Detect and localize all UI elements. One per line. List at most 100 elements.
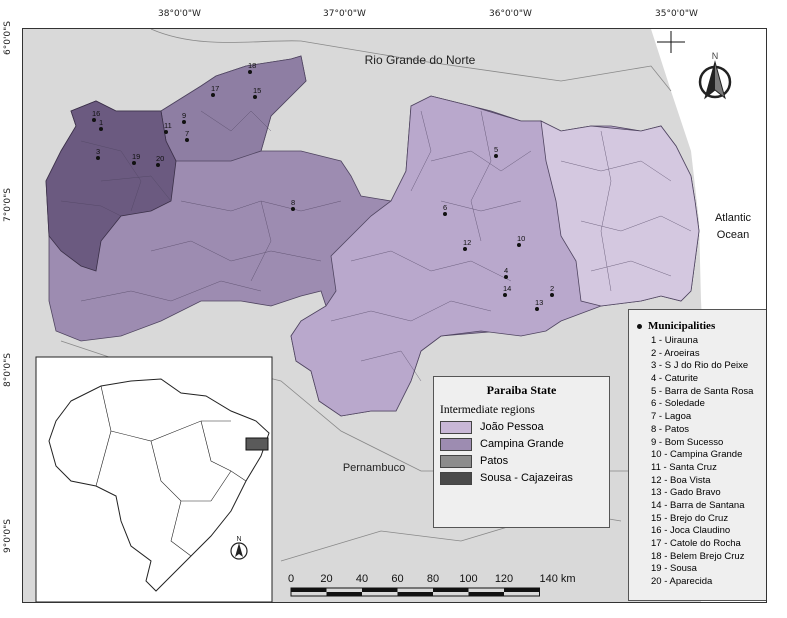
lon-label-37: 37°0'0"W xyxy=(323,9,366,19)
municipality-item: 3 - S J do Rio do Peixe xyxy=(651,360,749,372)
scale-tick-label: 0 xyxy=(288,573,294,585)
north-arrow-icon xyxy=(698,60,732,100)
municipality-item: 16 - Joca Claudino xyxy=(651,525,731,537)
municipality-point-label: 7 xyxy=(185,129,189,138)
municipality-point-label: 2 xyxy=(550,284,554,293)
region-patos xyxy=(160,55,307,162)
map-canvas: N N Rio Grande do Norte Pernambuco Atlan… xyxy=(35,29,766,602)
legend-item-joao-pessoa: João Pessoa xyxy=(440,420,609,434)
state-border-rn xyxy=(150,29,672,92)
municipality-item: 10 - Campina Grande xyxy=(651,449,743,461)
municipality-point-label: 16 xyxy=(92,109,100,118)
municipality-item: 6 - Soledade xyxy=(651,398,705,410)
label-rio-grande-do-norte: Rio Grande do Norte xyxy=(365,53,476,67)
lat-label-8: 8°0'0"S xyxy=(3,352,13,387)
legend-label: Campina Grande xyxy=(480,438,564,450)
municipality-point xyxy=(503,293,507,297)
scale-segment xyxy=(433,588,469,592)
municipality-point xyxy=(211,93,215,97)
municipality-point-label: 4 xyxy=(504,266,508,275)
municipality-point-label: 8 xyxy=(291,198,295,207)
municipality-point xyxy=(463,247,467,251)
municipality-point xyxy=(182,120,186,124)
graticule-cross xyxy=(657,31,685,53)
municipality-point xyxy=(504,275,508,279)
scale-tick-label: 140 km xyxy=(540,573,576,585)
municipality-item: 15 - Brejo do Cruz xyxy=(651,512,729,524)
legend-label: Patos xyxy=(480,455,509,467)
municipality-item: 2 - Aroeiras xyxy=(651,347,700,359)
municipality-point-label: 10 xyxy=(517,234,525,243)
municipality-item: 19 - Sousa xyxy=(651,563,697,575)
municipality-point xyxy=(443,212,447,216)
scale-bar: 0 20 40 60 80 100 120 140 km xyxy=(288,573,576,597)
scale-tick-label: 100 xyxy=(459,573,477,585)
municipality-point xyxy=(99,127,103,131)
municipalities-title: Municipalities xyxy=(637,320,766,332)
municipalities-title-text: Municipalities xyxy=(648,320,716,332)
inset-north-arrow-icon xyxy=(230,542,248,560)
scale-segment xyxy=(468,592,504,596)
lat-label-6: 6°0'0"S xyxy=(3,20,13,55)
lat-label-9: 9°0'0"S xyxy=(3,518,13,553)
scale-tick-label: 20 xyxy=(320,573,332,585)
municipalities-list: 1 - Uirauna 2 - Aroeiras 3 - S J do Rio do… xyxy=(629,335,766,589)
legend-swatch xyxy=(440,471,472,485)
scale-segment xyxy=(397,592,433,596)
scale-tick-label: 40 xyxy=(356,573,368,585)
municipality-point-label: 13 xyxy=(535,298,543,307)
municipality-point-label: 9 xyxy=(182,111,186,120)
municipality-point xyxy=(291,207,295,211)
municipality-item: 14 - Barra de Santana xyxy=(651,499,745,511)
municipality-point-label: 11 xyxy=(164,121,172,130)
municipality-item: 17 - Catole do Rocha xyxy=(651,538,741,549)
municipality-item: 4 - Caturite xyxy=(651,373,698,385)
municipality-point xyxy=(517,243,521,247)
legend-item-patos: Patos xyxy=(440,454,609,468)
municipality-item: 13 - Gado Bravo xyxy=(651,487,721,499)
lon-label-38: 38°0'0"W xyxy=(158,9,201,19)
municipality-point xyxy=(494,154,498,158)
legend-label: João Pessoa xyxy=(480,421,544,433)
municipality-item: 9 - Bom Sucesso xyxy=(651,436,724,448)
scale-segment xyxy=(326,592,362,596)
legend-title: Paraiba State xyxy=(486,383,557,397)
municipality-item: 7 - Lagoa xyxy=(651,411,692,423)
inset-highlight-paraiba xyxy=(245,437,269,451)
municipality-item: 5 - Barra de Santa Rosa xyxy=(651,385,754,397)
scale-tick-label: 120 xyxy=(495,573,513,585)
municipality-point xyxy=(164,130,168,134)
municipality-point-label: 19 xyxy=(132,152,140,161)
municipality-point xyxy=(96,156,100,160)
municipality-point-label: 12 xyxy=(463,238,471,247)
municipality-item: 8 - Patos xyxy=(651,423,690,435)
municipality-point xyxy=(248,70,252,74)
municipality-point-label: 3 xyxy=(96,147,100,156)
municipality-item: 12 - Boa Vista xyxy=(651,474,711,486)
scale-tick-label: 60 xyxy=(391,573,403,585)
legend-subtitle: Intermediate regions xyxy=(440,404,535,416)
legend-swatch xyxy=(440,420,472,434)
label-atlantic: Atlantic xyxy=(715,212,752,224)
legend-item-campina-grande: Campina Grande xyxy=(440,437,609,451)
municipality-point-label: 15 xyxy=(253,86,261,95)
map-frame: N N Rio Grande do Norte Pernambuco Atlan… xyxy=(22,28,767,603)
municipality-point-label: 18 xyxy=(248,61,256,70)
municipality-point xyxy=(253,95,257,99)
scale-outline xyxy=(290,587,540,597)
municipality-point xyxy=(156,163,160,167)
lat-label-7: 7°0'0"S xyxy=(3,187,13,222)
municipality-point xyxy=(550,293,554,297)
municipality-point-label: 14 xyxy=(503,284,511,293)
label-pernambuco: Pernambuco xyxy=(343,462,405,474)
regions-legend: Paraiba State Intermediate regions João … xyxy=(433,376,610,528)
municipality-point-label: 20 xyxy=(156,154,164,163)
municipality-point xyxy=(92,118,96,122)
label-ocean: Ocean xyxy=(717,229,749,241)
legend-item-sousa-cajazeiras: Sousa - Cajazeiras xyxy=(440,471,609,485)
municipality-point-label: 5 xyxy=(494,145,498,154)
inset-state-lines xyxy=(95,385,247,557)
inset-north-label: N xyxy=(236,536,241,543)
legend-swatch xyxy=(440,454,472,468)
